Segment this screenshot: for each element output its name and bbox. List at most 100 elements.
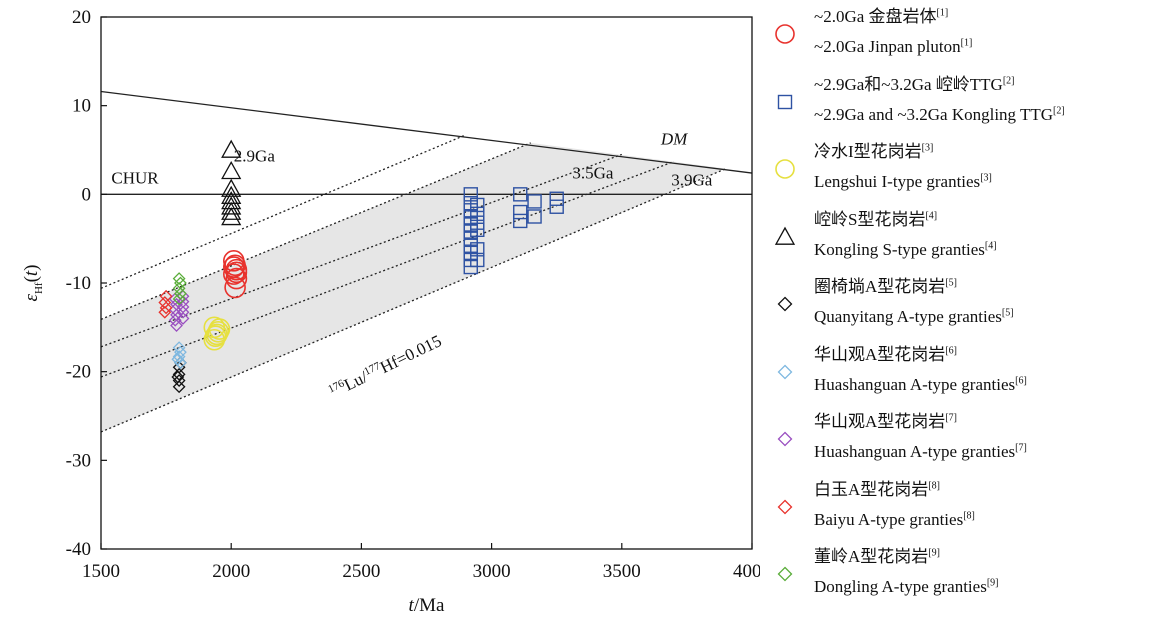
- legend-marker-shape: [777, 94, 793, 109]
- legend-marker-shape: [777, 431, 793, 447]
- data-point-s3-0: [221, 139, 242, 158]
- legend-label-text: Kongling S-type granties: [814, 239, 985, 259]
- data-point-s3-2: [221, 178, 242, 197]
- legend-marker-icon: [774, 226, 796, 245]
- legend-label-text: 白玉A型花岗岩: [814, 479, 929, 499]
- data-point-s6-4: [168, 313, 182, 327]
- legend-label-zh: ~2.0Ga 金盘岩体[1]: [814, 5, 948, 29]
- y-tick-label-6: 20: [72, 7, 91, 28]
- legend-label-en: ~2.9Ga and ~3.2Ga Kongling TTG[2]: [814, 103, 1065, 127]
- y-tick-label-4: 0: [82, 184, 92, 205]
- data-point-s6-10: [176, 312, 190, 325]
- legend-label-text: Baiyu A-type granties: [814, 509, 964, 529]
- legend-reference: [1]: [936, 7, 949, 19]
- x-tick-label-2: 2500: [342, 561, 380, 582]
- legend-marker-shape: [777, 499, 793, 514]
- data-point-s5-4: [174, 356, 187, 370]
- legend-marker-icon: [777, 364, 793, 379]
- y-axis-label: εHf(t): [21, 264, 45, 301]
- legend-label-en: Dongling A-type granties[9]: [814, 575, 998, 599]
- x-tick-label-1: 2000: [212, 561, 250, 582]
- data-point-s8-0: [172, 272, 186, 285]
- legend-reference: [8]: [963, 509, 975, 521]
- data-point-s6-5: [170, 319, 183, 332]
- reference-line-6: [100, 168, 727, 433]
- legend-label-text: Dongling A-type granties: [814, 577, 987, 596]
- legend-reference: [4]: [984, 239, 997, 251]
- data-point-s0-6: [225, 261, 248, 284]
- data-point-s4-2: [172, 374, 186, 387]
- reference-line-5: [100, 160, 675, 378]
- data-point-s2-5: [203, 328, 226, 351]
- data-point-s5-0: [172, 341, 186, 355]
- data-point-s3-5: [221, 196, 242, 215]
- legend-label-text: 华山观A型花岗岩: [814, 412, 946, 431]
- legend-marker-shape: [775, 24, 795, 44]
- legend-reference: [6]: [945, 344, 957, 356]
- legend-marker-icon: [777, 296, 793, 312]
- data-point-s1-17: [513, 187, 528, 202]
- legend-label-en: Quanyitang A-type granties[5]: [814, 305, 1014, 329]
- legend-label-text: Quanyitang A-type granties: [814, 307, 1002, 326]
- annotation-4: 3.9Ga: [671, 170, 713, 189]
- legend-marker-shape: [775, 159, 795, 179]
- legend-marker-icon: [777, 431, 793, 447]
- y-tick-label-2: -20: [66, 362, 91, 383]
- legend-label-zh: ~2.9Ga和~3.2Ga 崆岭TTG[2]: [814, 73, 1015, 97]
- data-point-s4-1: [172, 367, 186, 381]
- reference-line-3: [100, 142, 531, 320]
- y-tick-label-5: 10: [72, 96, 91, 117]
- data-point-s3-1: [221, 160, 242, 180]
- legend-label-text: Lengshui I-type granties: [814, 172, 981, 191]
- data-point-s1-18: [513, 204, 528, 220]
- legend-reference: [3]: [980, 172, 992, 184]
- annotation-0: CHUR: [111, 169, 159, 188]
- x-tick-label-0: 1500: [82, 561, 120, 582]
- y-tick-label-3: -10: [66, 273, 91, 294]
- data-point-s7-1: [158, 296, 172, 309]
- x-tick-label-3: 3000: [473, 561, 511, 582]
- data-point-s0-4: [225, 267, 248, 290]
- data-point-s3-3: [221, 185, 242, 204]
- legend-label-zh: 圈椅埫A型花岗岩[5]: [814, 275, 957, 299]
- legend-label-text: ~2.9Ga和~3.2Ga 崆岭TTG: [814, 74, 1003, 94]
- legend-label-en: ~2.0Ga Jinpan pluton[1]: [814, 35, 972, 59]
- legend-reference: [9]: [928, 547, 940, 559]
- legend-label-zh: 冷水I型花岗岩[3]: [814, 140, 933, 164]
- legend-reference: [8]: [928, 479, 940, 491]
- legend-label-zh: 华山观A型花岗岩[6]: [814, 343, 957, 367]
- data-point-s2-3: [208, 318, 231, 340]
- data-point-s3-7: [221, 207, 242, 226]
- reference-line-2: [100, 134, 466, 289]
- legend-label-text: 华山观A型花岗岩: [814, 344, 946, 364]
- data-point-s3-6: [221, 201, 242, 220]
- legend-label-en: Huashanguan A-type granties[7]: [814, 440, 1027, 464]
- legend-label-text: Huashanguan A-type granties: [814, 442, 1016, 461]
- legend-label-en: Kongling S-type granties[4]: [814, 238, 997, 262]
- data-point-s1-12: [470, 206, 485, 222]
- y-tick-label-0: -40: [66, 539, 91, 560]
- data-point-s8-4: [172, 292, 186, 306]
- legend-label-text: 崆岭S型花岗岩: [814, 209, 926, 229]
- legend-label-en: Huashanguan A-type granties[6]: [814, 373, 1027, 397]
- legend-marker-icon: [777, 499, 793, 514]
- legend-reference: [2]: [1002, 74, 1015, 86]
- data-point-s5-2: [172, 350, 186, 364]
- legend-label-zh: 华山观A型花岗岩[7]: [814, 410, 957, 434]
- legend-reference: [5]: [1001, 307, 1014, 319]
- annotation-1: DM: [660, 130, 688, 149]
- data-point-s0-3: [223, 263, 245, 285]
- legend-label-text: 董岭A型花岗岩: [814, 547, 929, 566]
- legend-marker-icon: [775, 24, 795, 44]
- legend-reference: [3]: [921, 142, 934, 154]
- legend-label-zh: 白玉A型花岗岩[8]: [814, 478, 940, 502]
- legend-label-en: Lengshui I-type granties[3]: [814, 170, 992, 194]
- y-tick-label-1: -30: [66, 450, 91, 471]
- legend-marker-shape: [777, 364, 793, 379]
- reference-line-1: [100, 90, 753, 174]
- data-point-s1-14: [470, 222, 485, 238]
- data-point-s1-15: [470, 242, 485, 257]
- data-point-s1-19: [513, 213, 528, 229]
- legend-marker-icon: [777, 94, 793, 109]
- data-point-s0-7: [223, 256, 245, 278]
